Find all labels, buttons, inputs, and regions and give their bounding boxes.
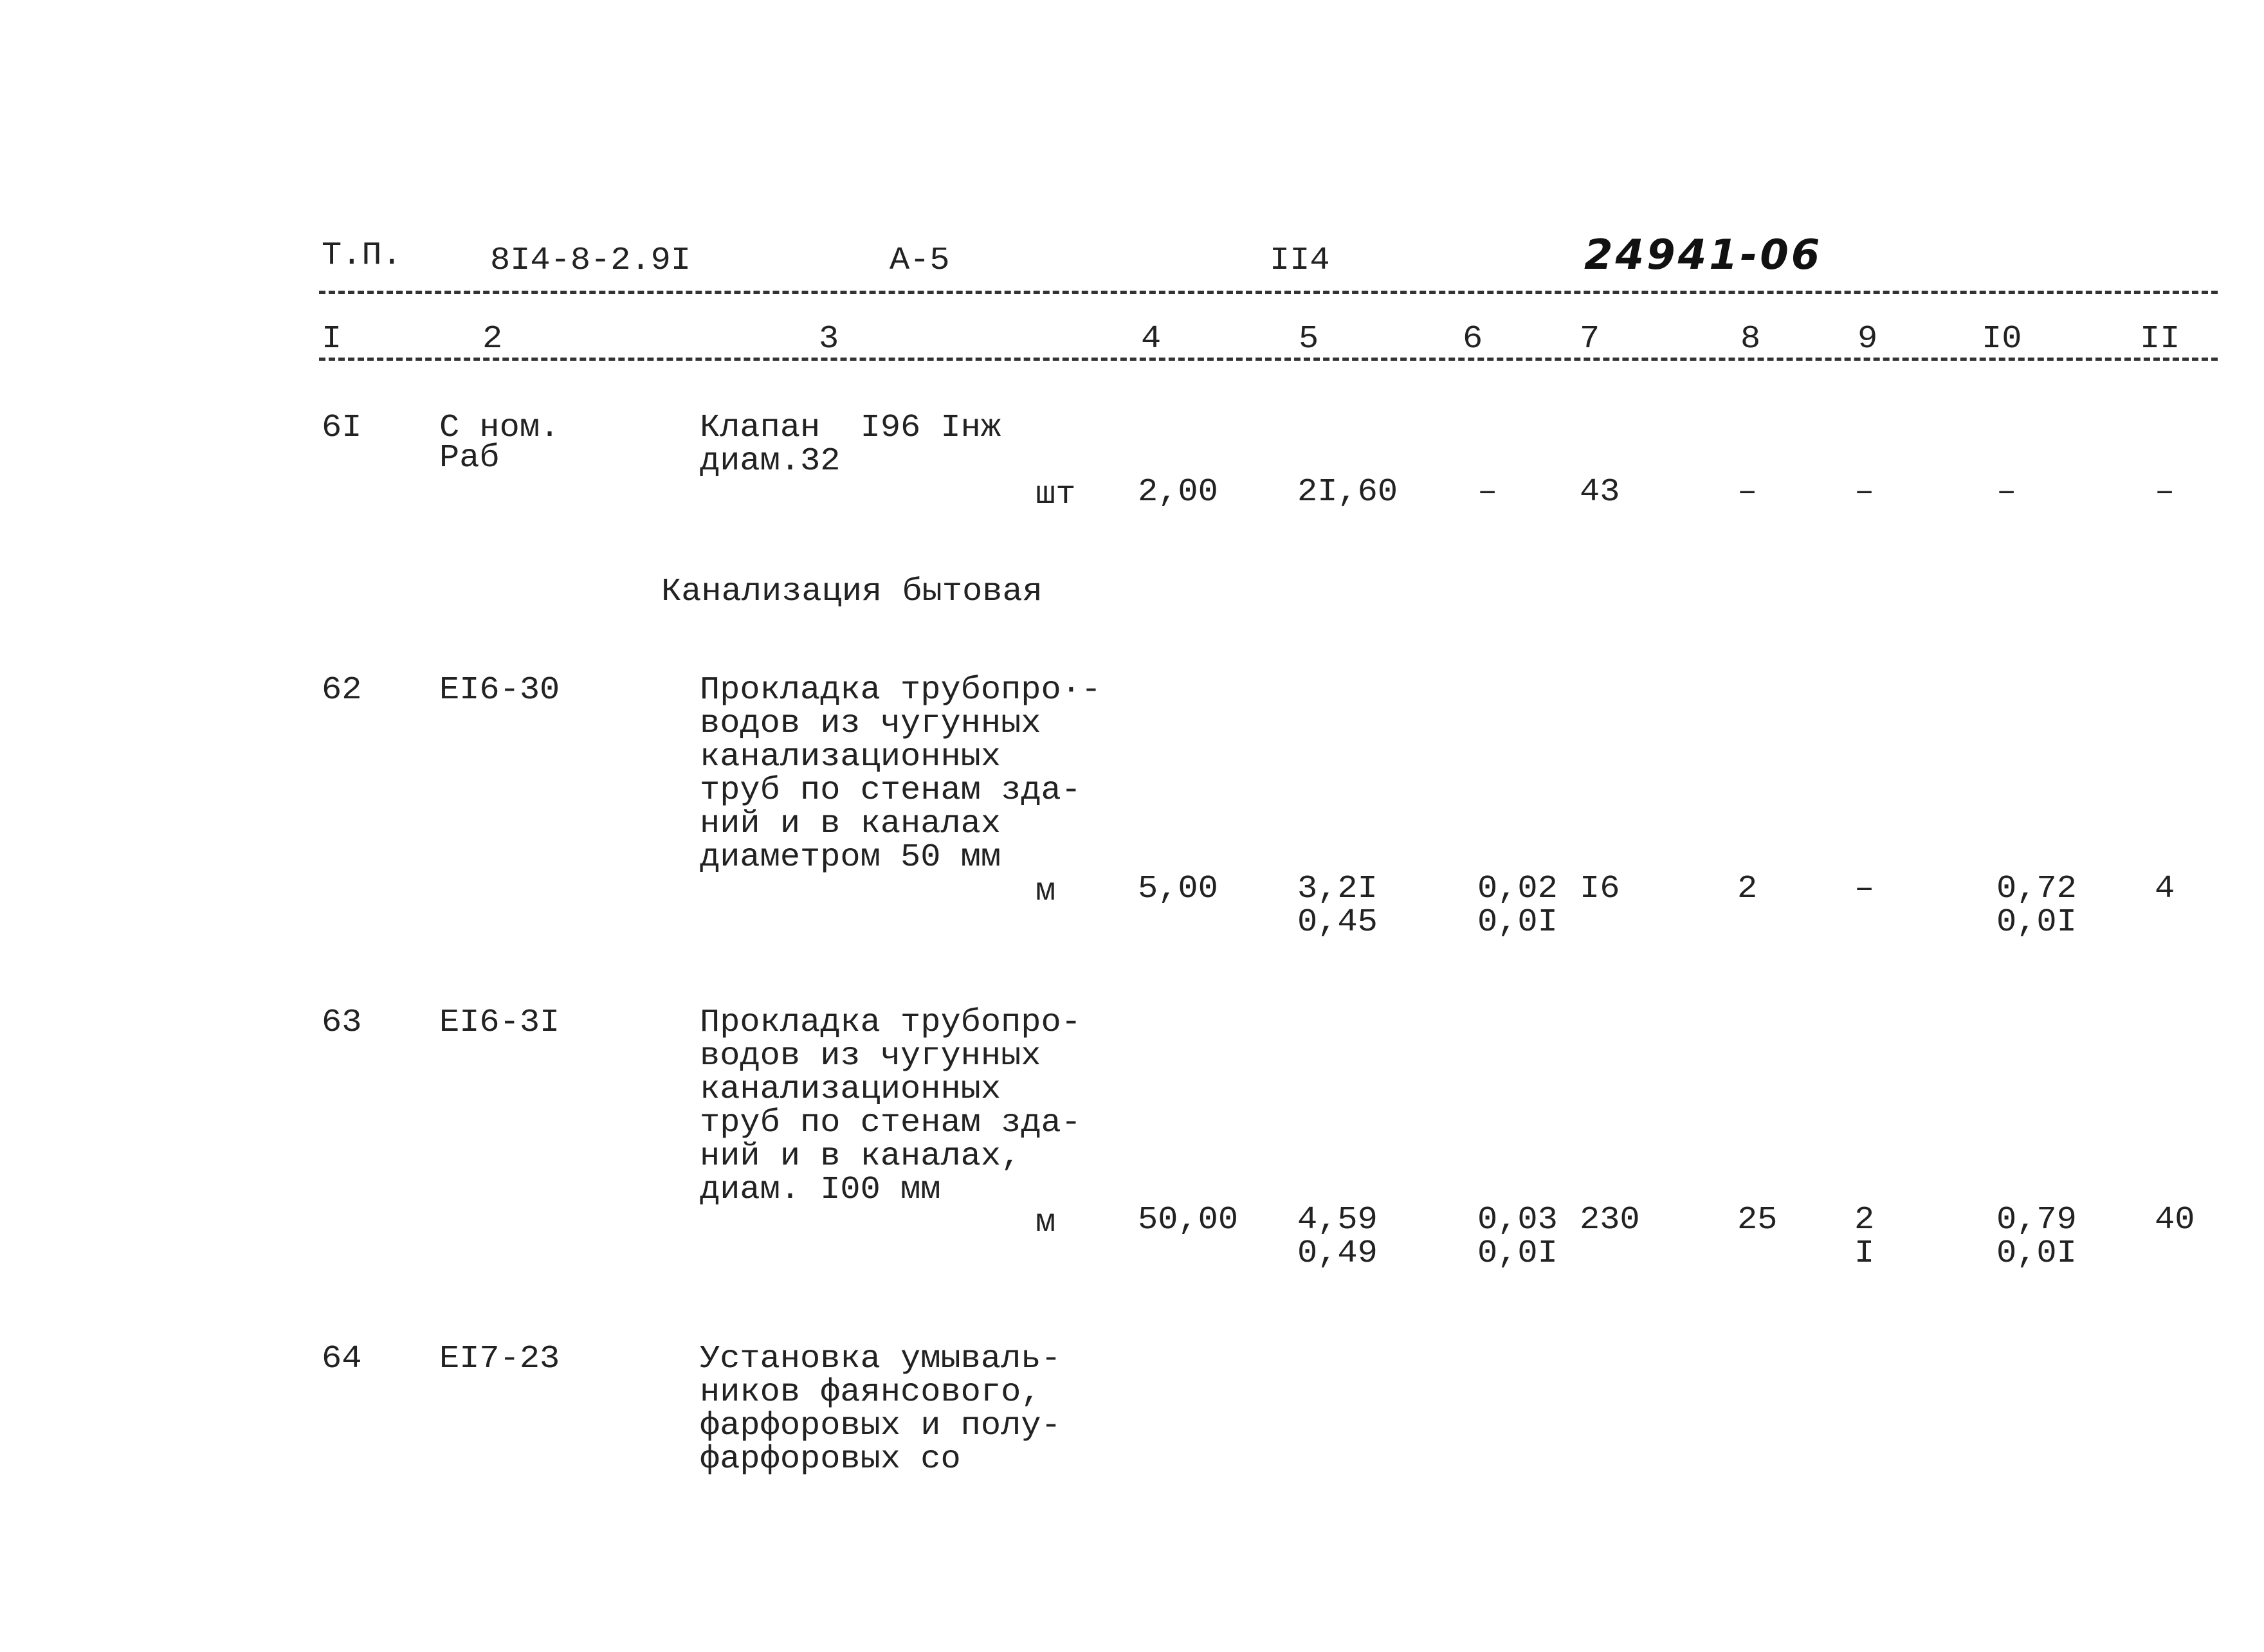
value-col-10: 0,0I xyxy=(1996,904,2077,941)
value-col-7: I6 xyxy=(1580,871,1620,907)
column-number: 3 xyxy=(819,321,839,358)
header-divider xyxy=(319,291,2218,294)
row-number: 63 xyxy=(322,1004,362,1041)
column-number: 4 xyxy=(1141,321,1162,358)
value-col-7: 43 xyxy=(1580,474,1620,511)
work-description: канализационных xyxy=(700,1071,1001,1108)
value-col-6: 0,02 xyxy=(1477,871,1558,907)
work-description: ний и в каналах, xyxy=(700,1138,1021,1175)
value-col-5: 2I,60 xyxy=(1297,474,1398,511)
value-col-9: – xyxy=(1854,474,1875,511)
value-col-8: – xyxy=(1737,474,1758,511)
album-code: А-5 xyxy=(890,242,950,279)
value-col-6: 0,03 xyxy=(1477,1202,1558,1239)
column-number: 7 xyxy=(1580,321,1600,358)
value-col-4: 2,00 xyxy=(1138,474,1218,511)
work-description: ников фаянсового, xyxy=(700,1374,1041,1411)
rate-code: EI6-3I xyxy=(439,1004,560,1041)
value-col-9: – xyxy=(1854,871,1875,907)
value-col-10: 0,79 xyxy=(1996,1202,2077,1239)
work-description: водов из чугунных xyxy=(700,1038,1041,1075)
column-number: I0 xyxy=(1982,321,2022,358)
value-col-5: 4,59 xyxy=(1297,1202,1378,1239)
work-description: труб по стенам зда- xyxy=(700,1105,1081,1141)
column-number: 5 xyxy=(1299,321,1319,358)
work-description: Прокладка трубопро·- xyxy=(700,672,1102,709)
value-col-5: 0,49 xyxy=(1297,1235,1378,1272)
value-col-11: 40 xyxy=(2155,1202,2195,1239)
value-col-9: I xyxy=(1854,1235,1875,1272)
row-number: 64 xyxy=(322,1341,362,1377)
column-number: 8 xyxy=(1740,321,1761,358)
value-col-5: 3,2I xyxy=(1297,871,1378,907)
work-description: Установка умываль- xyxy=(700,1341,1061,1377)
value-col-8: 25 xyxy=(1737,1202,1778,1239)
work-description: фарфоровых и полу- xyxy=(700,1408,1061,1444)
rate-code: Раб xyxy=(439,439,500,477)
value-col-6: – xyxy=(1477,474,1498,511)
work-description: труб по стенам зда- xyxy=(700,772,1081,809)
rate-code: EI7-23 xyxy=(439,1341,560,1377)
value-col-6: 0,0I xyxy=(1477,904,1558,941)
value-col-9: 2 xyxy=(1854,1202,1875,1239)
unit: м xyxy=(1036,873,1056,910)
row-number: 62 xyxy=(322,672,362,709)
work-description: ний и в каналах xyxy=(700,806,1001,842)
value-col-6: 0,0I xyxy=(1477,1235,1558,1272)
column-number-divider xyxy=(319,358,2218,361)
value-col-7: 230 xyxy=(1580,1202,1640,1239)
work-description: Клапан I96 Iнж xyxy=(700,410,1001,446)
value-col-10: 0,72 xyxy=(1996,871,2077,907)
rate-code: EI6-30 xyxy=(439,672,560,709)
row-number: 6I xyxy=(322,410,362,446)
value-col-10: – xyxy=(1996,474,2017,511)
column-number: II xyxy=(2140,321,2180,358)
unit: м xyxy=(1036,1204,1056,1241)
value-col-8: 2 xyxy=(1737,871,1758,907)
work-description: диам.32 xyxy=(700,443,841,480)
work-description: фарфоровых со xyxy=(700,1441,961,1478)
value-col-10: 0,0I xyxy=(1996,1235,2077,1272)
rate-code: С ном. xyxy=(439,410,560,446)
header-label: Т.П. xyxy=(322,237,402,274)
value-col-4: 5,00 xyxy=(1138,871,1218,907)
work-description: Прокладка трубопро- xyxy=(700,1004,1081,1041)
work-description: водов из чугунных xyxy=(700,705,1041,742)
unit: шт xyxy=(1036,477,1076,513)
value-col-11: 4 xyxy=(2155,871,2175,907)
value-col-5: 0,45 xyxy=(1297,904,1378,941)
work-description: диам. I00 мм xyxy=(700,1172,941,1208)
value-col-11: – xyxy=(2155,474,2175,511)
project-code: 8I4-8-2.9I xyxy=(490,242,691,279)
work-description: диаметром 50 мм xyxy=(700,839,1001,876)
handwritten-number: 24941-06 xyxy=(1584,231,1823,279)
page-number: II4 xyxy=(1270,242,1330,279)
column-number: 2 xyxy=(482,321,503,358)
column-number: I xyxy=(322,321,342,358)
section-title: Канализация бытовая xyxy=(661,574,1043,610)
column-number: 6 xyxy=(1463,321,1483,358)
work-description: канализационных xyxy=(700,739,1001,776)
value-col-4: 50,00 xyxy=(1138,1202,1239,1239)
column-number: 9 xyxy=(1858,321,1878,358)
